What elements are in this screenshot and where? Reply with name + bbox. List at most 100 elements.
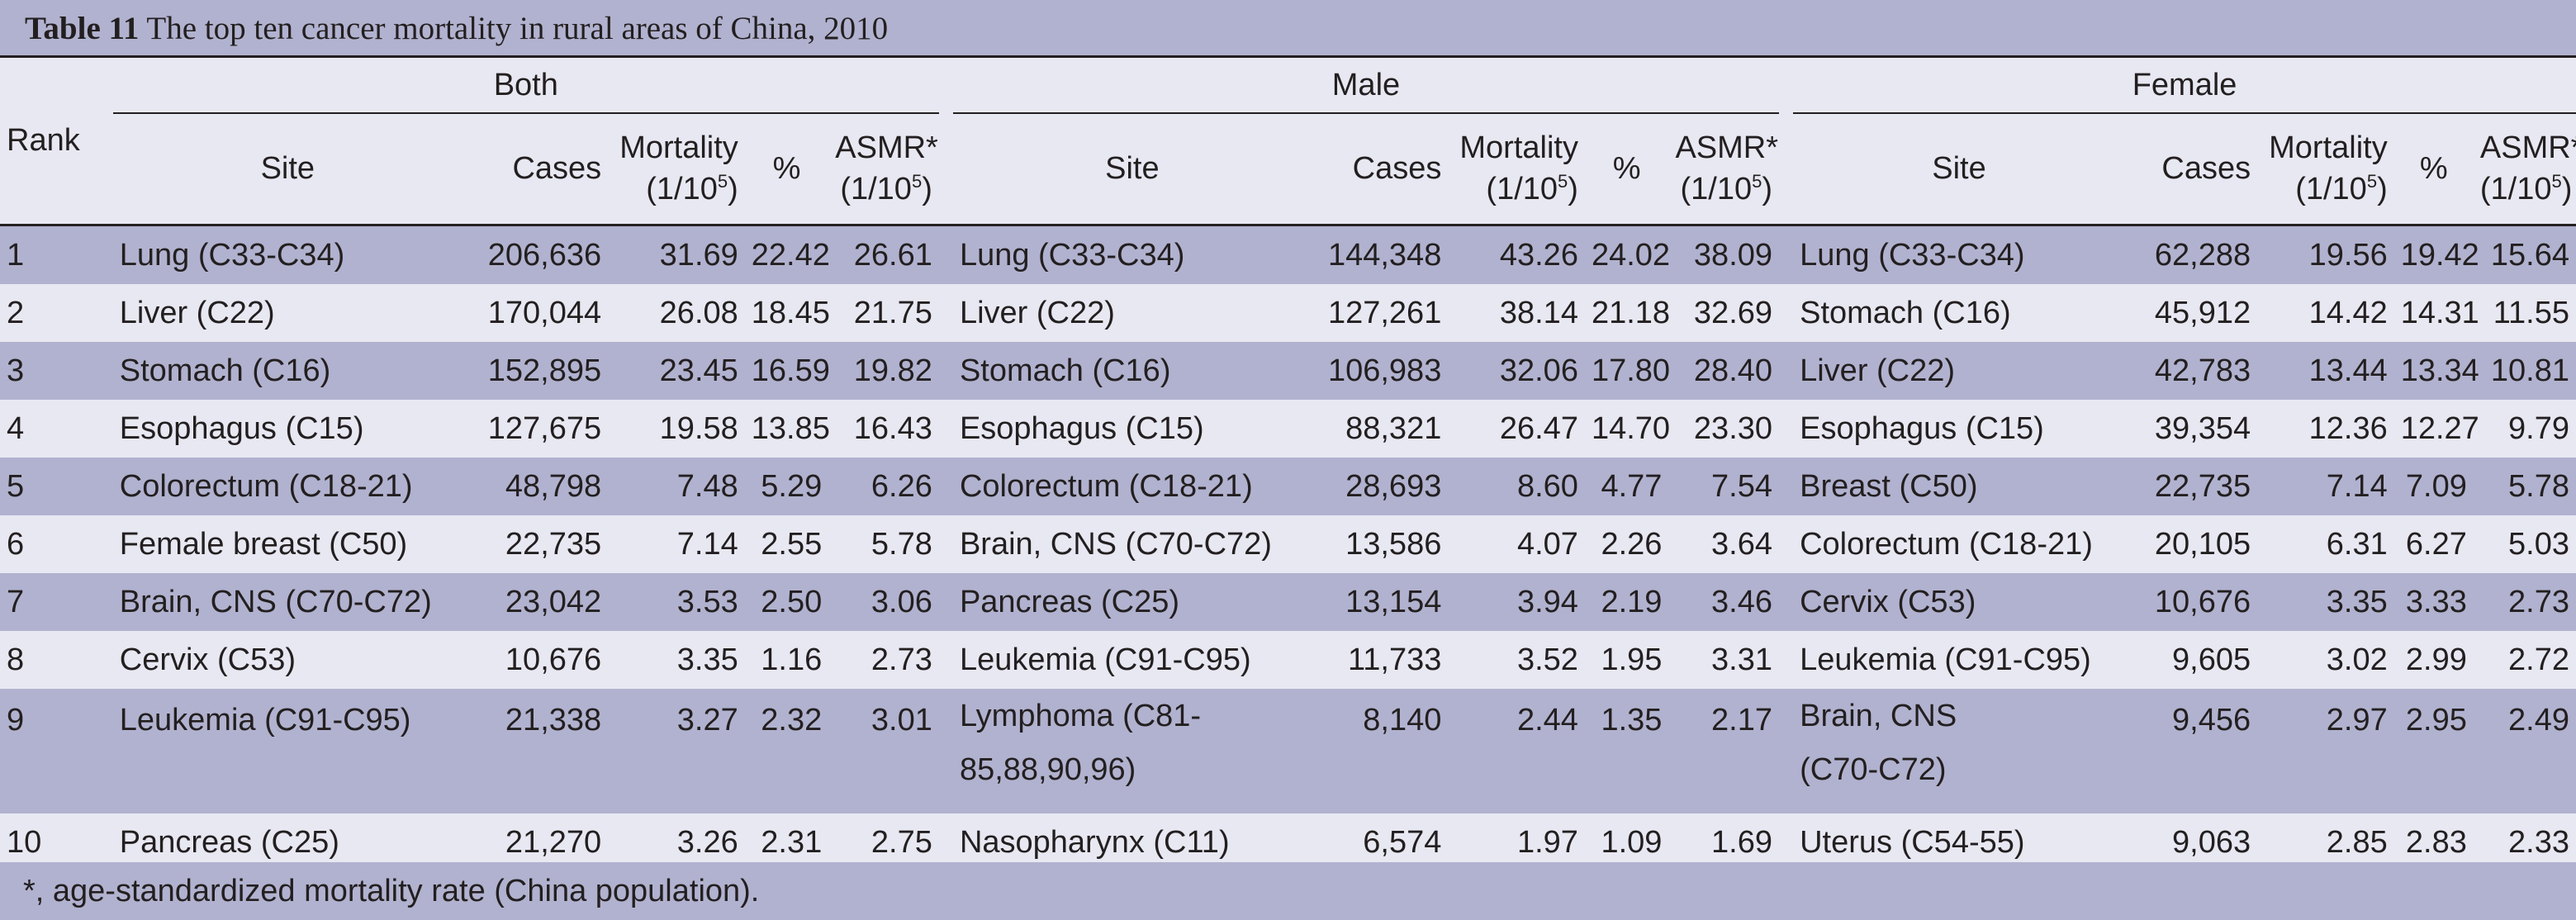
site-cell: Lymphoma (C81-85,88,90,96) (952, 689, 1312, 813)
cases-cell: 22,735 (2124, 458, 2258, 515)
mortality-cell: 31.69 (608, 225, 745, 284)
table-row: 8 Cervix (C53) 10,676 3.35 1.16 2.73 Leu… (0, 631, 2576, 689)
rank-cell: 2 (0, 284, 113, 342)
mortality-cell: 3.53 (608, 573, 745, 631)
mortality-cell: 6.31 (2257, 515, 2394, 573)
cases-header: Cases (462, 113, 609, 226)
rank-cell: 4 (0, 400, 113, 458)
percent-cell: 2.99 (2393, 631, 2474, 689)
site-cell: Lung (C33-C34) (112, 225, 463, 284)
cases-cell: 11,733 (1311, 631, 1449, 689)
mortality-cell: 2.44 (1448, 689, 1585, 813)
rank-cell: 5 (0, 458, 113, 515)
percent-cell: 18.45 (744, 284, 830, 342)
rank-header: Rank (0, 58, 113, 226)
asmr-header: ASMR* (1/105) (828, 113, 939, 226)
rank-cell: 3 (0, 342, 113, 400)
group-header-male: Male (952, 58, 1780, 114)
cases-cell: 13,586 (1311, 515, 1449, 573)
site-cell: Cervix (C53) (112, 631, 463, 689)
table-number: Table 11 (25, 11, 140, 46)
site-cell: Lung (C33-C34) (1793, 225, 2125, 284)
table-row: 1 Lung (C33-C34) 206,636 31.69 22.42 26.… (0, 225, 2576, 284)
mortality-cell: 32.06 (1448, 342, 1585, 400)
mortality-cell: 2.97 (2257, 689, 2394, 813)
asmr-cell: 5.78 (828, 515, 939, 573)
cases-cell: 152,895 (462, 342, 609, 400)
site-cell: Leukemia (C91-C95) (112, 689, 463, 813)
percent-cell: 6.27 (2393, 515, 2474, 573)
site-cell: Liver (C22) (952, 284, 1312, 342)
site-cell: Breast (C50) (1793, 458, 2125, 515)
asmr-cell: 21.75 (828, 284, 939, 342)
asmr-cell: 19.82 (828, 342, 939, 400)
cases-cell: 10,676 (2124, 573, 2258, 631)
mortality-cell: 7.48 (608, 458, 745, 515)
percent-cell: 2.19 (1584, 573, 1669, 631)
cases-cell: 39,354 (2124, 400, 2258, 458)
site-cell: Liver (C22) (112, 284, 463, 342)
cases-cell: 48,798 (462, 458, 609, 515)
site-cell: Liver (C22) (1793, 342, 2125, 400)
percent-cell: 1.95 (1584, 631, 1669, 689)
mortality-table: Rank Both Male Female Site Cases Mortali… (0, 58, 2576, 874)
site-cell: Brain, CNS (C70-C72) (1793, 689, 2125, 813)
site-cell: Esophagus (C15) (1793, 400, 2125, 458)
rank-cell: 9 (0, 689, 113, 813)
cases-cell: 28,693 (1311, 458, 1449, 515)
asmr-cell: 38.09 (1668, 225, 1780, 284)
cases-cell: 13,154 (1311, 573, 1449, 631)
percent-cell: 3.33 (2393, 573, 2474, 631)
percent-cell: 12.27 (2393, 400, 2479, 458)
percent-cell: 2.55 (744, 515, 829, 573)
asmr-cell: 2.72 (2473, 631, 2576, 689)
asmr-header: ASMR* (1/105) (2473, 113, 2576, 226)
cases-cell: 106,983 (1311, 342, 1449, 400)
asmr-cell: 15.64 (2473, 225, 2576, 284)
mortality-cell: 19.58 (608, 400, 745, 458)
percent-header: % (744, 113, 829, 226)
site-cell: Esophagus (C15) (112, 400, 463, 458)
mortality-cell: 3.94 (1448, 573, 1585, 631)
mortality-cell: 3.02 (2257, 631, 2394, 689)
site-header: Site (1793, 113, 2125, 226)
rank-cell: 7 (0, 573, 113, 631)
percent-cell: 22.42 (744, 225, 830, 284)
percent-cell: 7.09 (2393, 458, 2474, 515)
rank-cell: 1 (0, 225, 113, 284)
table-row: 9 Leukemia (C91-C95) 21,338 3.27 2.32 3.… (0, 689, 2576, 813)
mortality-cell: 12.36 (2257, 400, 2394, 458)
mortality-cell: 23.45 (608, 342, 745, 400)
site-cell: Stomach (C16) (952, 342, 1312, 400)
percent-cell: 2.32 (744, 689, 829, 813)
table-row: 2 Liver (C22) 170,044 26.08 18.45 21.75 … (0, 284, 2576, 342)
percent-cell: 14.70 (1584, 400, 1670, 458)
mortality-cell: 43.26 (1448, 225, 1585, 284)
asmr-cell: 26.61 (828, 225, 939, 284)
asmr-cell: 16.43 (828, 400, 939, 458)
percent-cell: 24.02 (1584, 225, 1670, 284)
asmr-cell: 5.03 (2473, 515, 2576, 573)
mortality-header: Mortality (1/105) (1448, 113, 1585, 226)
cases-cell: 206,636 (462, 225, 609, 284)
cases-cell: 9,456 (2124, 689, 2258, 813)
asmr-cell: 3.31 (1668, 631, 1780, 689)
group-header-female: Female (1793, 58, 2576, 114)
percent-cell: 17.80 (1584, 342, 1670, 400)
mortality-cell: 7.14 (608, 515, 745, 573)
mortality-cell: 8.60 (1448, 458, 1585, 515)
percent-cell: 2.50 (744, 573, 829, 631)
asmr-cell: 6.26 (828, 458, 939, 515)
asmr-cell: 2.73 (2473, 573, 2576, 631)
table-row: 4 Esophagus (C15) 127,675 19.58 13.85 16… (0, 400, 2576, 458)
mortality-cell: 3.27 (608, 689, 745, 813)
asmr-cell: 2.73 (828, 631, 939, 689)
mortality-cell: 38.14 (1448, 284, 1585, 342)
percent-cell: 13.85 (744, 400, 830, 458)
asmr-header: ASMR* (1/105) (1668, 113, 1780, 226)
cases-cell: 127,675 (462, 400, 609, 458)
table-caption: Table 11 The top ten cancer mortality in… (0, 0, 2576, 58)
percent-cell: 5.29 (744, 458, 829, 515)
percent-cell: 21.18 (1584, 284, 1670, 342)
